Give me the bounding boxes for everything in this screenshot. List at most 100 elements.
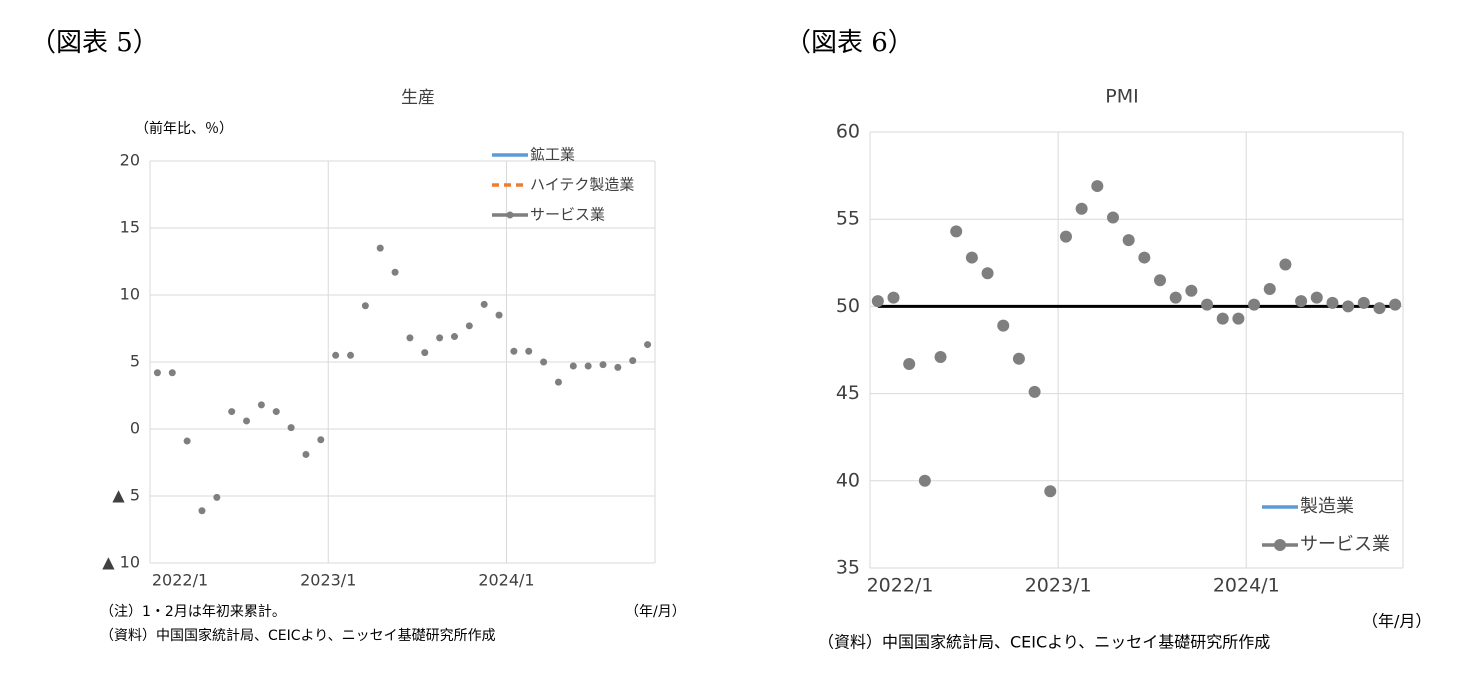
legend-label: サービス業 bbox=[1300, 534, 1390, 555]
marker bbox=[1138, 251, 1151, 264]
note: （注）1・2月は年初来累計。 bbox=[100, 603, 286, 620]
marker bbox=[629, 357, 637, 365]
marker bbox=[1310, 291, 1323, 304]
marker bbox=[1389, 298, 1402, 311]
marker bbox=[918, 474, 931, 487]
marker bbox=[981, 267, 994, 280]
marker bbox=[183, 437, 191, 445]
marker bbox=[1279, 258, 1292, 271]
legend-label: ハイテク製造業 bbox=[530, 176, 634, 194]
marker bbox=[436, 334, 444, 342]
marker bbox=[614, 363, 622, 371]
figure-label: （図表 6） bbox=[785, 28, 914, 58]
marker bbox=[317, 436, 325, 444]
marker bbox=[1044, 485, 1057, 498]
y-tick-label: 20 bbox=[120, 151, 140, 170]
y-tick-label: 5 bbox=[130, 352, 140, 371]
marker bbox=[1357, 296, 1370, 309]
marker bbox=[480, 300, 488, 308]
marker bbox=[1075, 202, 1088, 215]
marker bbox=[1342, 300, 1355, 313]
marker bbox=[584, 362, 592, 370]
marker bbox=[599, 361, 607, 369]
note: （資料）中国国家統計局、CEICより、ニッセイ基礎研究所作成 bbox=[100, 627, 496, 644]
marker bbox=[1232, 312, 1245, 325]
marker bbox=[1154, 274, 1167, 287]
y-tick-label: 40 bbox=[836, 469, 860, 491]
marker bbox=[1326, 296, 1339, 309]
marker bbox=[1091, 180, 1104, 193]
note: （資料）中国国家統計局、CEICより、ニッセイ基礎研究所作成 bbox=[818, 633, 1270, 652]
marker bbox=[644, 341, 652, 349]
marker bbox=[257, 401, 265, 409]
marker bbox=[1122, 234, 1135, 247]
marker bbox=[965, 251, 978, 264]
marker bbox=[1201, 298, 1214, 311]
y-tick-label: 35 bbox=[836, 557, 860, 579]
marker bbox=[1169, 291, 1182, 304]
x-tick-label: 2024/1 bbox=[478, 571, 534, 590]
marker bbox=[950, 225, 963, 238]
y-tick-label: 45 bbox=[836, 382, 860, 404]
legend-marker bbox=[506, 211, 514, 219]
figure-label: （図表 5） bbox=[30, 28, 159, 58]
marker bbox=[228, 408, 236, 416]
chart-title: 生産 bbox=[401, 88, 435, 108]
legend-marker bbox=[1274, 539, 1286, 551]
chart-title: PMI bbox=[1105, 86, 1138, 108]
y-tick-label: 0 bbox=[130, 419, 140, 438]
x-axis-label: （年/月） bbox=[625, 604, 686, 620]
marker bbox=[168, 369, 176, 377]
y-tick-label: ▲ 10 bbox=[102, 553, 140, 572]
marker bbox=[272, 408, 280, 416]
marker bbox=[376, 244, 384, 252]
x-tick-label: 2022/1 bbox=[867, 575, 934, 597]
y-tick-label: 60 bbox=[836, 121, 860, 143]
x-tick-label: 2022/1 bbox=[152, 571, 208, 590]
y-tick-label: 55 bbox=[836, 208, 860, 230]
marker bbox=[540, 358, 548, 366]
marker bbox=[465, 322, 473, 330]
x-tick-label: 2024/1 bbox=[1213, 575, 1280, 597]
x-axis-label: （年/月） bbox=[1362, 612, 1431, 631]
marker bbox=[1106, 211, 1119, 224]
marker bbox=[1373, 302, 1386, 315]
marker bbox=[569, 362, 577, 370]
marker bbox=[450, 333, 458, 341]
marker bbox=[1216, 312, 1229, 325]
marker bbox=[213, 493, 221, 501]
marker bbox=[903, 357, 916, 370]
marker bbox=[243, 417, 251, 425]
marker bbox=[495, 311, 503, 319]
marker bbox=[332, 351, 340, 359]
marker bbox=[406, 334, 414, 342]
y-tick-label: ▲ 5 bbox=[112, 486, 140, 505]
marker bbox=[302, 450, 310, 458]
marker bbox=[510, 347, 518, 355]
marker bbox=[1028, 385, 1041, 398]
marker bbox=[347, 351, 355, 359]
y-tick-label: 15 bbox=[120, 218, 140, 237]
y-axis-label: （前年比、％） bbox=[135, 120, 233, 137]
marker bbox=[287, 424, 295, 432]
marker bbox=[525, 347, 533, 355]
y-tick-label: 50 bbox=[836, 295, 860, 317]
marker bbox=[1295, 295, 1308, 308]
marker bbox=[887, 291, 900, 304]
legend-label: 鉱工業 bbox=[530, 146, 575, 164]
marker bbox=[153, 369, 161, 377]
marker bbox=[391, 268, 399, 276]
y-tick-label: 10 bbox=[120, 285, 140, 304]
marker bbox=[871, 295, 884, 308]
marker bbox=[1185, 284, 1198, 297]
marker bbox=[1248, 298, 1261, 311]
legend-label: サービス業 bbox=[530, 206, 605, 224]
marker bbox=[1012, 352, 1025, 365]
marker bbox=[198, 507, 206, 515]
marker bbox=[421, 349, 429, 357]
marker bbox=[1059, 230, 1072, 243]
x-tick-label: 2023/1 bbox=[1025, 575, 1092, 597]
marker bbox=[361, 302, 369, 310]
